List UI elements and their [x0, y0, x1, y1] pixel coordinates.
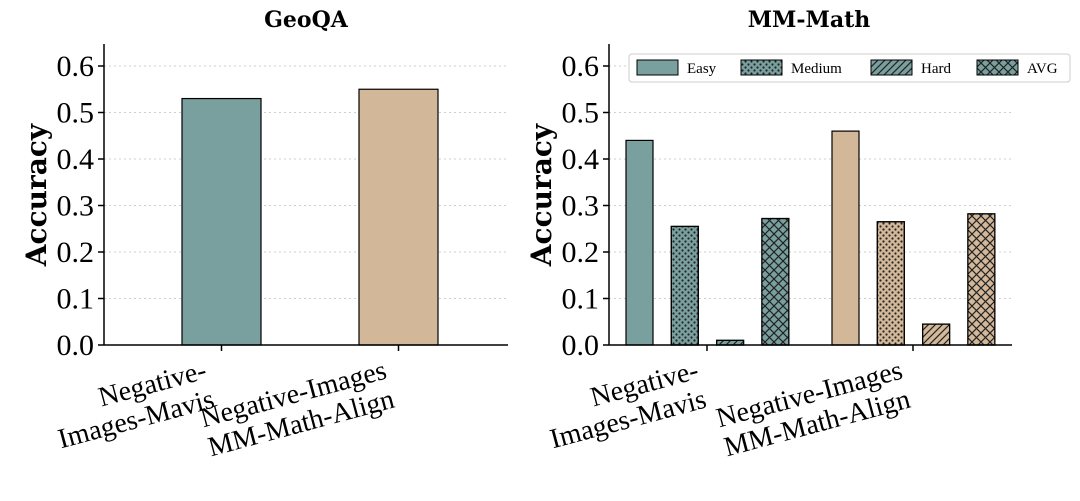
mmmath-bar-easy-1 [625, 139, 654, 346]
mmmath-ytick-label: 0.0 [562, 329, 600, 362]
legend-label-hard: Hard [921, 61, 951, 77]
mmmath-bar-avg-2-hatch [967, 213, 996, 346]
legend-swatch-easy [636, 59, 679, 76]
geoqa-ytick-label: 0.3 [57, 190, 95, 223]
legend-label-medium: Medium [791, 61, 842, 77]
legend-swatch-medium-hatch [740, 59, 783, 76]
mmmath-panel: MM-Math 0.0 0.1 0.2 0.3 0.4 0.5 0.6 Accuracy N… [525, 7, 1071, 463]
mmmath-y-label: Accuracy [525, 123, 558, 267]
geoqa-bar-1 [181, 97, 262, 346]
mmmath-ytick-label: 0.2 [562, 236, 600, 269]
mmmath-bar-easy-2 [831, 130, 860, 346]
geoqa-bars [181, 88, 439, 351]
geoqa-bar-2 [358, 88, 439, 346]
geoqa-ytick-label: 0.5 [57, 97, 95, 130]
geoqa-y-ticks: 0.0 0.1 0.2 0.3 0.4 0.5 0.6 [57, 50, 104, 362]
geoqa-gridlines [104, 65, 508, 299]
mmmath-ytick-label: 0.5 [562, 97, 600, 130]
mmmath-ytick-label: 0.1 [562, 283, 600, 316]
mmmath-bar-hard-2-hatch [921, 323, 951, 346]
geoqa-ytick-label: 0.6 [57, 50, 95, 83]
mmmath-xtick-2: Negative-Images MM-Math-Align [713, 355, 914, 463]
legend-swatch-hard-hatch [870, 59, 913, 76]
geoqa-xtick-2: Negative-Images MM-Math-Align [197, 355, 398, 463]
mmmath-ytick-label: 0.6 [562, 50, 600, 83]
mmmath-y-ticks: 0.0 0.1 0.2 0.3 0.4 0.5 0.6 [562, 50, 609, 362]
geoqa-xtick-1: Negative- Images-Mavis [55, 355, 218, 455]
mmmath-ytick-label: 0.4 [562, 143, 600, 176]
mmmath-ytick-label: 0.3 [562, 190, 600, 223]
mmmath-legend: Easy Medium Hard AVG [628, 53, 1071, 83]
geoqa-ytick-label: 0.0 [57, 329, 95, 362]
mmmath-bars [625, 130, 996, 351]
mmmath-title: MM-Math [748, 7, 871, 33]
legend-label-avg: AVG [1027, 61, 1058, 77]
mmmath-bar-medium-2-hatch [876, 221, 905, 346]
geoqa-ytick-label: 0.2 [57, 236, 95, 269]
geoqa-ytick-label: 0.1 [57, 283, 95, 316]
legend-frame [628, 53, 1071, 83]
mmmath-bar-medium-1-hatch [670, 225, 699, 346]
mmmath-bar-avg-1-hatch [761, 217, 790, 346]
legend-swatch-avg-hatch [976, 59, 1019, 76]
geoqa-ytick-label: 0.4 [57, 143, 95, 176]
geoqa-panel: GeoQA 0.0 0.1 0.2 0.3 0.4 0.5 0.6 Accuracy Neg… [20, 7, 508, 463]
geoqa-y-label: Accuracy [20, 123, 53, 267]
geoqa-title: GeoQA [264, 7, 349, 33]
mmmath-xtick-1: Negative- Images-Mavis [547, 355, 710, 455]
legend-label-easy: Easy [687, 61, 717, 77]
mmmath-gridlines [609, 65, 1012, 299]
